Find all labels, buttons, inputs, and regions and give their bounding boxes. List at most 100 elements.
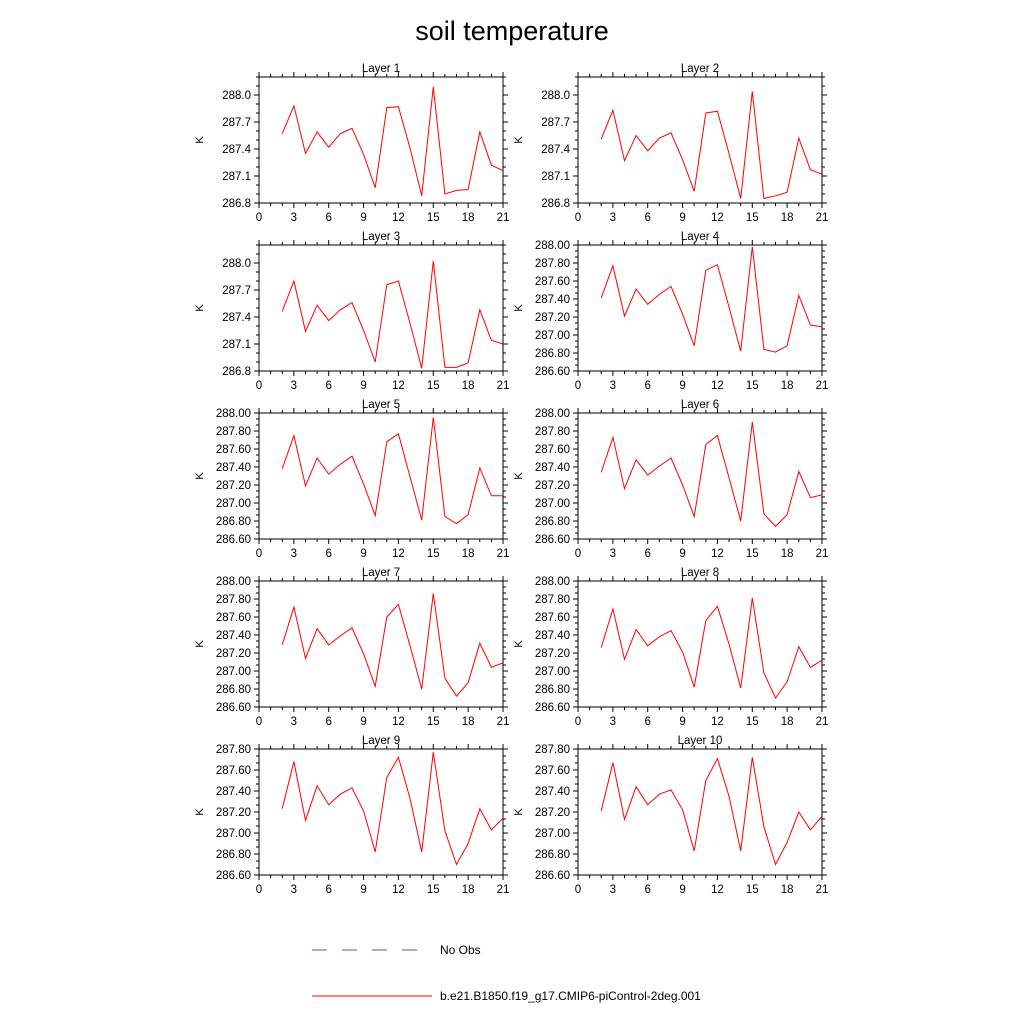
x-tick-label: 0 (575, 884, 581, 896)
y-tick-label: 287.1 (541, 171, 570, 183)
y-tick-label: 287.00 (535, 330, 570, 342)
panel-title: Layer 10 (678, 735, 723, 747)
y-tick-label: 286.8 (222, 198, 251, 210)
x-tick-label: 6 (645, 212, 651, 224)
y-tick-label: 287.00 (216, 666, 251, 678)
y-tick-label: 286.80 (216, 684, 251, 696)
y-tick-label: 287.60 (535, 765, 570, 777)
y-tick-label: 287.7 (222, 285, 251, 297)
y-tick-label: 286.8 (541, 198, 570, 210)
x-tick-label: 12 (711, 212, 724, 224)
series-line (281, 86, 504, 196)
y-tick-label: 287.4 (222, 312, 251, 324)
x-tick-label: 12 (392, 548, 405, 560)
x-tick-label: 9 (679, 548, 685, 560)
y-tick-label: 287.00 (216, 828, 251, 840)
x-tick-label: 12 (711, 548, 724, 560)
panel-layer-3: Layer 3 K 0 3 6 9 12 15 18 21 286.8 287.1 287.4 287.7… (194, 231, 509, 392)
x-tick-label: 21 (816, 212, 829, 224)
y-tick-label: 287.80 (216, 426, 251, 438)
y-tick-label: 286.80 (216, 516, 251, 528)
y-tick-label: 286.80 (535, 516, 570, 528)
y-tick-label: 286.80 (535, 684, 570, 696)
x-tick-label: 0 (256, 884, 262, 896)
y-tick-label: 287.7 (541, 117, 570, 129)
y-tick-label: 287.00 (216, 498, 251, 510)
panel-layer-8: Layer 8 K 0 3 6 9 12 15 18 21 286.60 286.80 287.00 28… (513, 567, 828, 728)
y-tick-label: 287.00 (535, 666, 570, 678)
y-axis-label: K (513, 136, 525, 144)
panel-layer-4: Layer 4 K 0 3 6 9 12 15 18 21 286.60 286.80 287.00 28… (513, 231, 828, 392)
x-tick-label: 15 (427, 884, 440, 896)
y-tick-label: 288.00 (216, 576, 251, 588)
y-tick-label: 288.0 (222, 90, 251, 102)
y-tick-label: 286.60 (535, 702, 570, 714)
series-line (281, 261, 504, 369)
series-line (281, 593, 504, 698)
y-tick-label: 286.60 (535, 534, 570, 546)
x-tick-label: 6 (326, 548, 332, 560)
y-tick-label: 287.40 (535, 786, 570, 798)
panel-title: Layer 9 (362, 735, 400, 747)
plot-frame (258, 244, 504, 372)
y-tick-label: 286.8 (222, 366, 251, 378)
panel-title: Layer 8 (681, 567, 719, 579)
y-tick-label: 287.40 (216, 462, 251, 474)
x-tick-label: 21 (497, 380, 510, 392)
x-tick-label: 0 (575, 212, 581, 224)
y-tick-label: 287.20 (535, 480, 570, 492)
x-tick-label: 21 (816, 380, 829, 392)
x-tick-label: 6 (645, 716, 651, 728)
x-tick-label: 9 (360, 380, 366, 392)
y-tick-label: 287.40 (535, 462, 570, 474)
plot-frame (577, 748, 823, 876)
x-tick-label: 3 (610, 212, 616, 224)
y-tick-label: 287.80 (216, 744, 251, 756)
x-tick-label: 0 (256, 716, 262, 728)
x-tick-label: 18 (462, 548, 475, 560)
y-tick-label: 287.40 (216, 630, 251, 642)
x-tick-label: 18 (781, 884, 794, 896)
y-tick-label: 287.80 (216, 594, 251, 606)
panel-title: Layer 5 (362, 399, 400, 411)
x-tick-label: 18 (781, 548, 794, 560)
y-tick-label: 287.20 (216, 648, 251, 660)
y-tick-label: 287.40 (535, 630, 570, 642)
x-tick-label: 6 (326, 716, 332, 728)
x-tick-label: 3 (291, 380, 297, 392)
series-line (281, 752, 504, 866)
y-tick-label: 287.60 (216, 444, 251, 456)
x-tick-label: 9 (360, 212, 366, 224)
x-tick-label: 0 (575, 548, 581, 560)
x-tick-label: 18 (462, 212, 475, 224)
x-tick-label: 21 (816, 716, 829, 728)
legend-no-obs-label: No Obs (440, 943, 481, 957)
x-tick-label: 21 (816, 548, 829, 560)
y-tick-label: 286.60 (216, 870, 251, 882)
x-tick-label: 18 (781, 380, 794, 392)
x-tick-label: 15 (746, 212, 759, 224)
panel-layer-1: Layer 1 K 0 3 6 9 12 15 18 21 286.8 287.1 287.4 287.7… (194, 63, 509, 224)
series-line (600, 757, 823, 866)
y-axis-label: K (194, 640, 206, 648)
y-axis-label: K (194, 472, 206, 480)
series-line (600, 91, 823, 200)
panel-title: Layer 6 (681, 399, 719, 411)
panel-layer-7: Layer 7 K 0 3 6 9 12 15 18 21 286.60 286.80 287.00 28… (194, 567, 509, 728)
x-tick-label: 12 (392, 212, 405, 224)
y-axis-label: K (513, 304, 525, 312)
x-tick-label: 0 (575, 716, 581, 728)
x-tick-label: 12 (711, 380, 724, 392)
y-tick-label: 288.0 (541, 90, 570, 102)
figure-title: soil temperature (415, 16, 609, 46)
y-tick-label: 287.40 (535, 294, 570, 306)
panel-title: Layer 2 (681, 63, 719, 75)
x-tick-label: 9 (360, 548, 366, 560)
x-tick-label: 3 (291, 212, 297, 224)
series-line (600, 421, 823, 528)
y-tick-label: 287.80 (535, 744, 570, 756)
plot-frame (577, 244, 823, 372)
y-tick-label: 287.80 (535, 258, 570, 270)
plot-frame (258, 580, 504, 708)
plot-frame (577, 580, 823, 708)
